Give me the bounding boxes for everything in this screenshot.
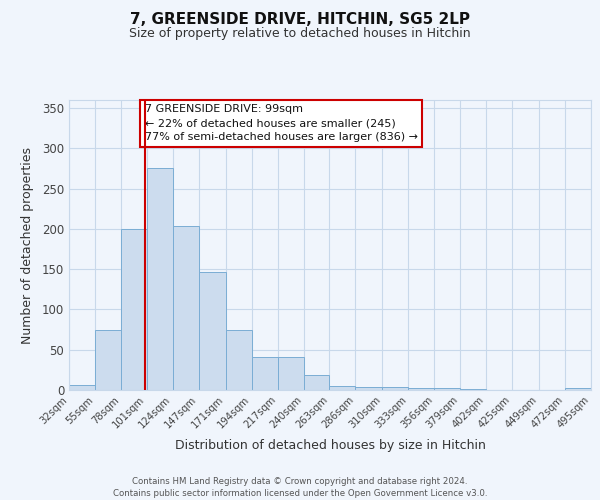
X-axis label: Distribution of detached houses by size in Hitchin: Distribution of detached houses by size … xyxy=(175,439,485,452)
Bar xyxy=(329,386,355,390)
Bar xyxy=(409,388,434,390)
Y-axis label: Number of detached properties: Number of detached properties xyxy=(20,146,34,344)
Bar xyxy=(173,226,199,390)
Bar xyxy=(199,272,226,390)
Text: 7 GREENSIDE DRIVE: 99sqm
← 22% of detached houses are smaller (245)
77% of semi-: 7 GREENSIDE DRIVE: 99sqm ← 22% of detach… xyxy=(145,104,418,142)
Bar xyxy=(460,389,486,390)
Text: Size of property relative to detached houses in Hitchin: Size of property relative to detached ho… xyxy=(129,28,471,40)
Bar xyxy=(69,385,95,390)
Text: 7, GREENSIDE DRIVE, HITCHIN, SG5 2LP: 7, GREENSIDE DRIVE, HITCHIN, SG5 2LP xyxy=(130,12,470,28)
Bar xyxy=(147,168,173,390)
Text: Contains HM Land Registry data © Crown copyright and database right 2024.
Contai: Contains HM Land Registry data © Crown c… xyxy=(113,476,487,498)
Bar xyxy=(278,357,304,390)
Bar xyxy=(304,374,329,390)
Bar xyxy=(434,388,460,390)
Bar xyxy=(226,330,251,390)
Bar xyxy=(95,330,121,390)
Bar xyxy=(565,388,591,390)
Bar xyxy=(382,387,409,390)
Bar xyxy=(251,357,278,390)
Bar xyxy=(355,387,382,390)
Bar xyxy=(121,229,147,390)
